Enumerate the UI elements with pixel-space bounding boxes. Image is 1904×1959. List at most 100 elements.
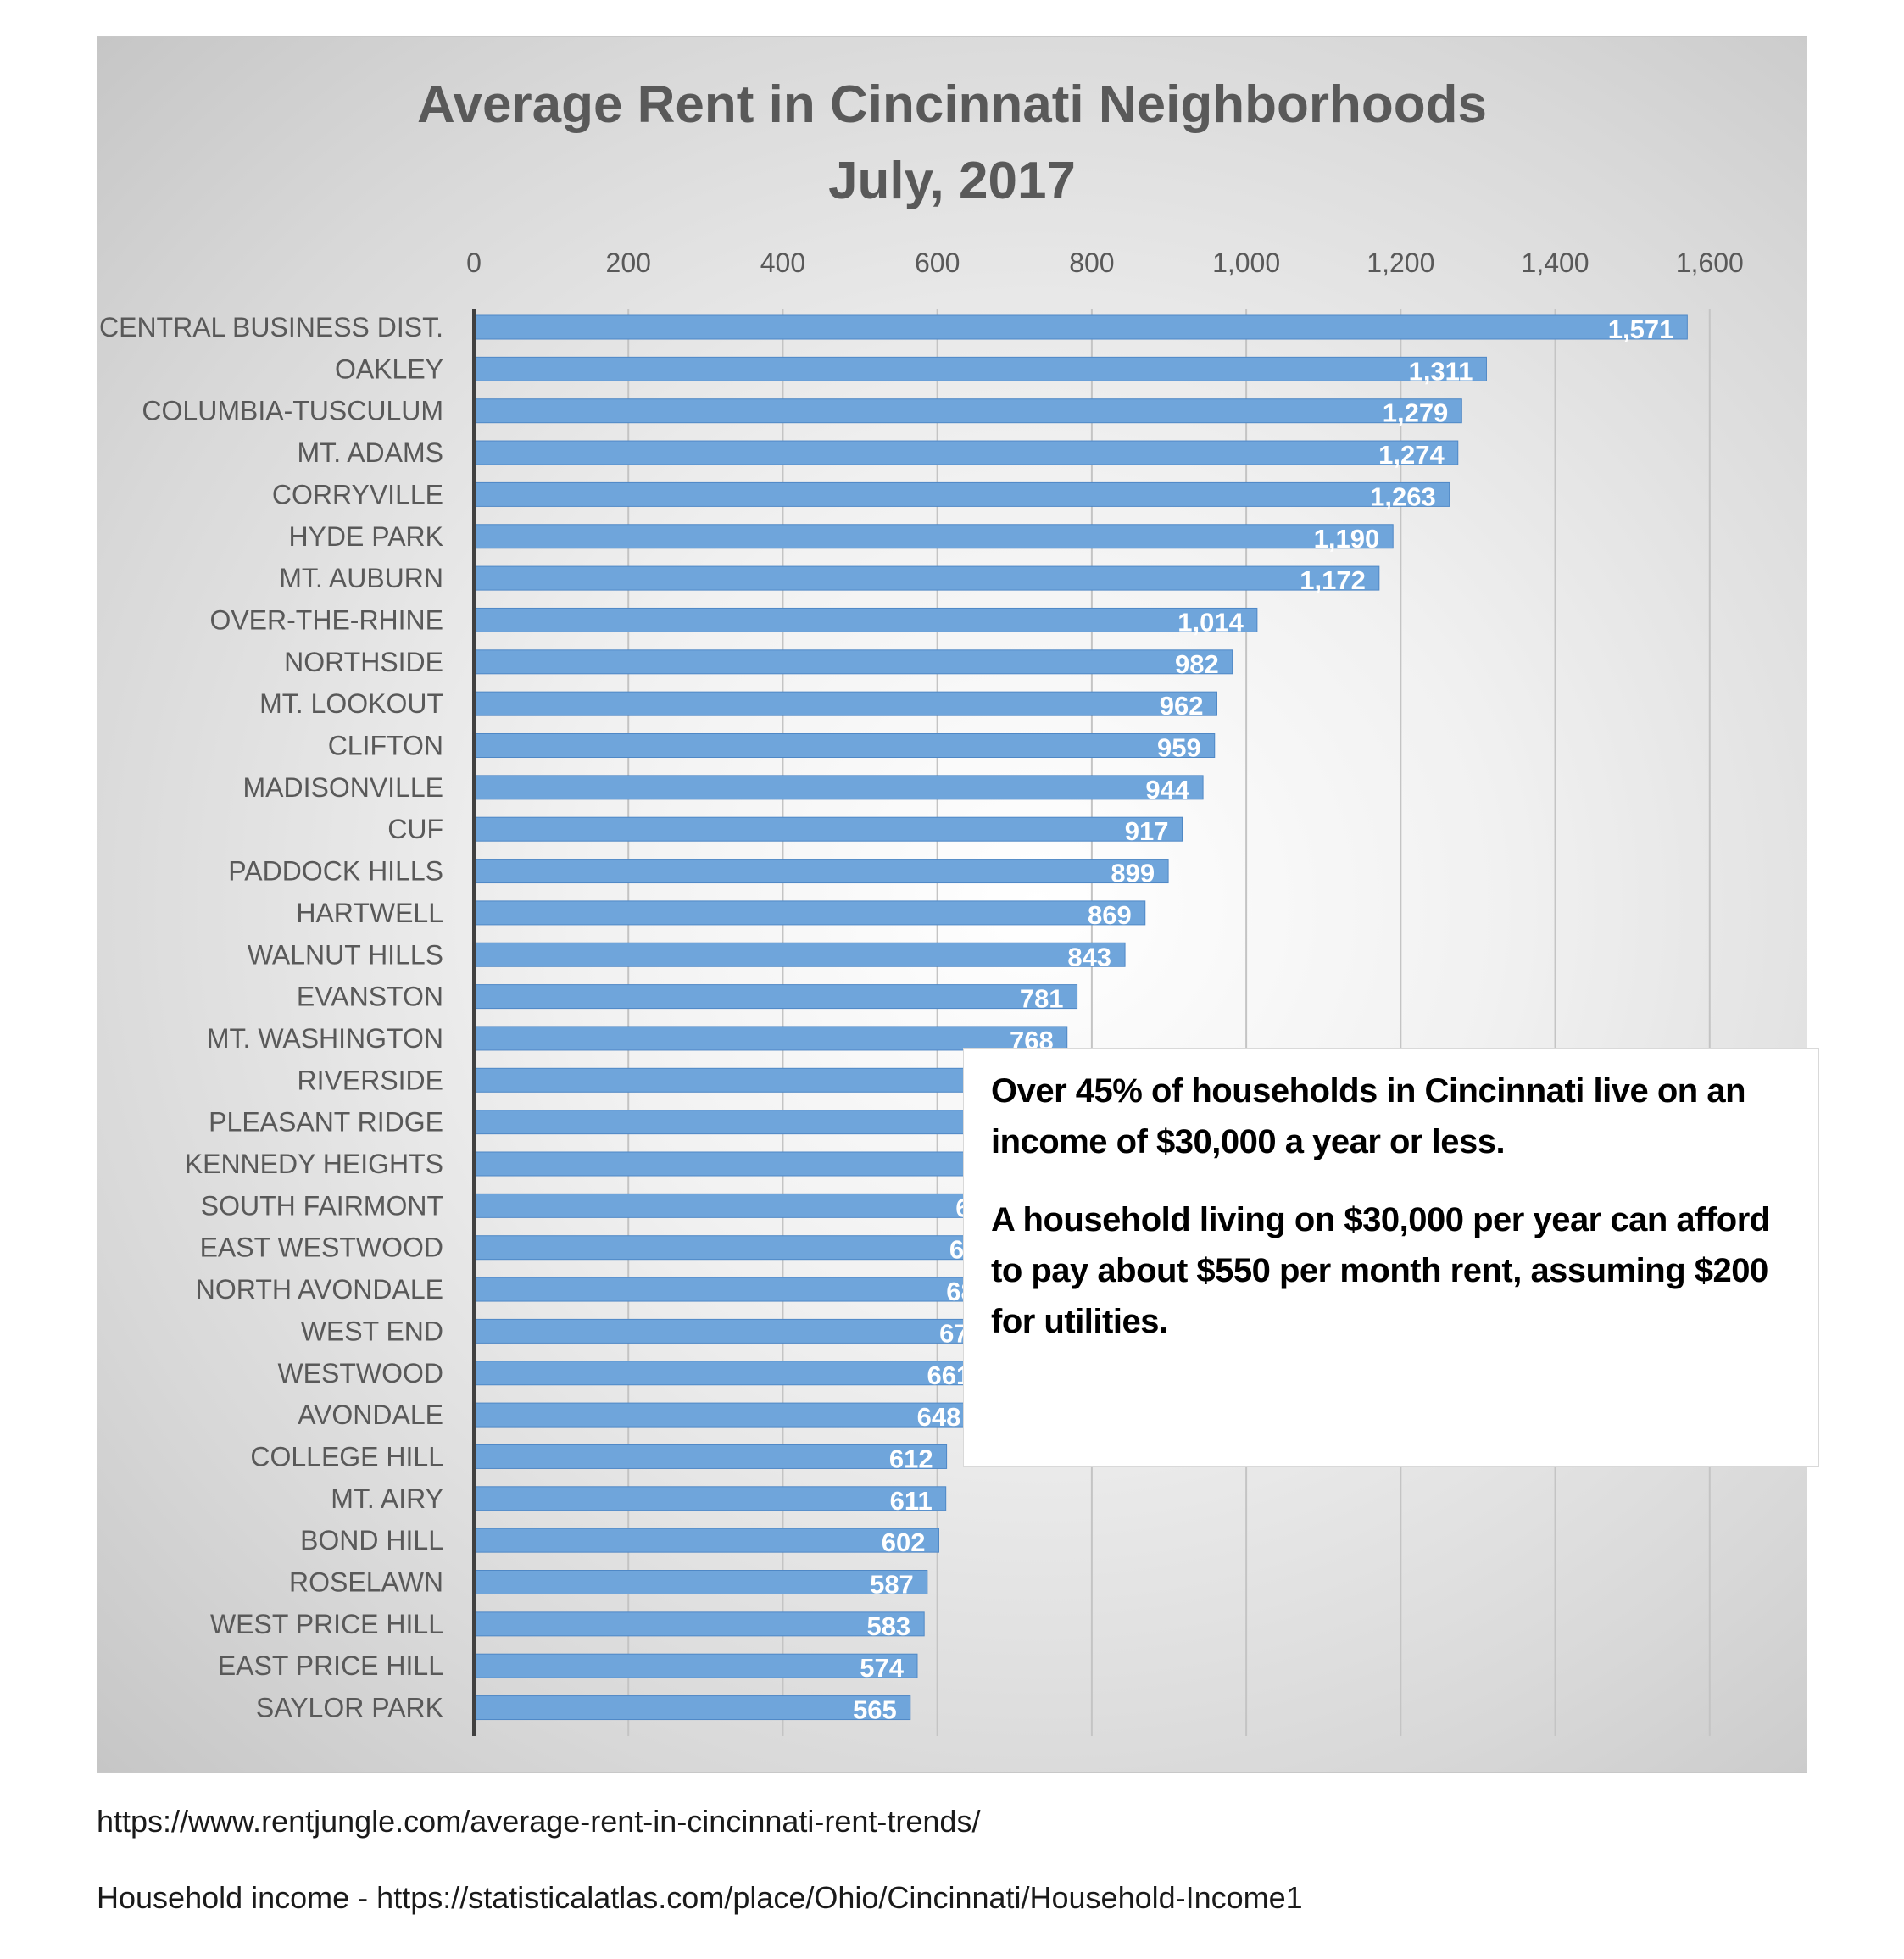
category-label: OVER-THE-RHINE <box>209 604 443 635</box>
bar <box>473 565 1380 591</box>
data-label: 565 <box>853 1695 897 1725</box>
category-label: SOUTH FAIRMONT <box>201 1190 443 1221</box>
data-label: 982 <box>1175 649 1219 679</box>
bar <box>473 1361 985 1386</box>
data-label: 899 <box>1111 859 1155 888</box>
category-label: MT. ADAMS <box>298 437 443 468</box>
category-label: OAKLEY <box>335 353 443 384</box>
bar <box>473 859 1169 884</box>
data-label: 611 <box>890 1486 933 1516</box>
data-label: 959 <box>1157 733 1201 763</box>
x-tick-label: 800 <box>1069 248 1114 278</box>
chart-panel: Average Rent in Cincinnati Neighborhoods… <box>97 36 1807 1773</box>
bar <box>473 1318 998 1344</box>
chart-subtitle: July, 2017 <box>828 152 1076 210</box>
category-label: CUF <box>387 814 443 844</box>
category-label: WESTWOOD <box>277 1358 443 1389</box>
x-tick-label: 1,000 <box>1212 248 1280 278</box>
bar <box>473 984 1078 1010</box>
category-label: SAYLOR PARK <box>256 1693 443 1723</box>
category-label: WALNUT HILLS <box>248 939 443 970</box>
bar <box>473 314 1688 340</box>
bar <box>473 1026 1068 1051</box>
bar <box>473 1528 939 1553</box>
x-tick-label: 1,600 <box>1676 248 1744 278</box>
data-label: 648 <box>917 1402 961 1432</box>
callout-paragraph-2: A household living on $30,000 per year c… <box>991 1201 1770 1340</box>
data-label: 781 <box>1020 984 1064 1014</box>
data-label: 587 <box>870 1570 914 1600</box>
bar <box>473 1277 1005 1302</box>
bar <box>473 775 1204 800</box>
x-tick-label: 600 <box>915 248 960 278</box>
data-label: 1,274 <box>1378 440 1445 470</box>
category-label: HARTWELL <box>296 898 443 928</box>
bar <box>473 649 1233 675</box>
category-label: NORTHSIDE <box>284 647 443 677</box>
bar <box>473 398 1462 424</box>
category-label: MT. AIRY <box>331 1483 443 1514</box>
bar <box>473 942 1126 967</box>
x-tick-label: 0 <box>466 248 482 278</box>
x-tick-label: 400 <box>760 248 805 278</box>
category-label: PADDOCK HILLS <box>228 856 443 887</box>
category-label: BOND HILL <box>300 1525 443 1556</box>
bar <box>473 691 1217 716</box>
bar <box>473 1486 947 1511</box>
category-label: CENTRAL BUSINESS DIST. <box>99 312 443 342</box>
data-label: 962 <box>1160 691 1204 721</box>
data-label: 843 <box>1067 942 1111 971</box>
data-label: 1,311 <box>1409 356 1473 386</box>
data-label: 1,190 <box>1314 524 1380 554</box>
category-label: RIVERSIDE <box>298 1065 443 1095</box>
category-label: COLLEGE HILL <box>250 1441 443 1472</box>
data-label: 1,279 <box>1383 398 1449 428</box>
data-label: 1,571 <box>1608 314 1674 344</box>
data-label: 583 <box>866 1611 910 1641</box>
bar <box>473 356 1487 381</box>
bar <box>473 1402 975 1428</box>
callout-paragraph-1: Over 45% of households in Cincinnati liv… <box>991 1072 1746 1160</box>
data-label: 602 <box>882 1528 926 1557</box>
gridlines <box>627 309 1711 1736</box>
category-label: WEST PRICE HILL <box>210 1609 443 1639</box>
data-label: 1,014 <box>1177 607 1244 637</box>
category-label: WEST END <box>301 1316 443 1346</box>
category-label: MT. WASHINGTON <box>207 1023 443 1054</box>
bar <box>473 1235 1008 1261</box>
bar <box>473 481 1450 507</box>
category-label: EVANSTON <box>297 982 443 1012</box>
x-tick-label: 200 <box>606 248 651 278</box>
category-label: CLIFTON <box>328 731 443 761</box>
chart-title: Average Rent in Cincinnati Neighborhoods <box>417 75 1487 134</box>
bar <box>473 1444 948 1469</box>
category-label: HYDE PARK <box>288 521 443 552</box>
category-labels: CENTRAL BUSINESS DIST. OAKLEY COLUMBIA-TUS… <box>99 312 443 1723</box>
bar <box>473 816 1183 842</box>
bar <box>473 1695 911 1721</box>
bar <box>473 1193 1014 1218</box>
data-label: 1,172 <box>1300 565 1366 595</box>
category-label: EAST PRICE HILL <box>218 1650 443 1681</box>
data-label: 944 <box>1145 775 1189 804</box>
category-label: PLEASANT RIDGE <box>209 1107 443 1138</box>
bar <box>473 1653 918 1678</box>
rent-source-link[interactable]: https://www.rentjungle.com/average-rent-… <box>97 1804 981 1839</box>
bar <box>473 607 1258 632</box>
bar <box>473 733 1216 758</box>
bar-chart: Average Rent in Cincinnati Neighborhoods… <box>99 75 1744 1736</box>
x-tick-label: 1,400 <box>1522 248 1589 278</box>
category-label: AVONDALE <box>298 1400 443 1430</box>
category-label: NORTH AVONDALE <box>196 1274 443 1305</box>
income-source-text: Household income - https://statisticalat… <box>97 1880 1303 1915</box>
category-label: MT. LOOKOUT <box>259 688 443 719</box>
bar <box>473 440 1459 465</box>
data-label: 1,263 <box>1370 481 1436 511</box>
bars <box>473 314 1688 1721</box>
category-label: COLUMBIA-TUSCULUM <box>142 396 443 426</box>
data-label: 574 <box>860 1653 904 1683</box>
category-label: MT. AUBURN <box>279 563 443 593</box>
data-label: 612 <box>889 1444 933 1473</box>
category-label: MADISONVILLE <box>242 772 443 803</box>
